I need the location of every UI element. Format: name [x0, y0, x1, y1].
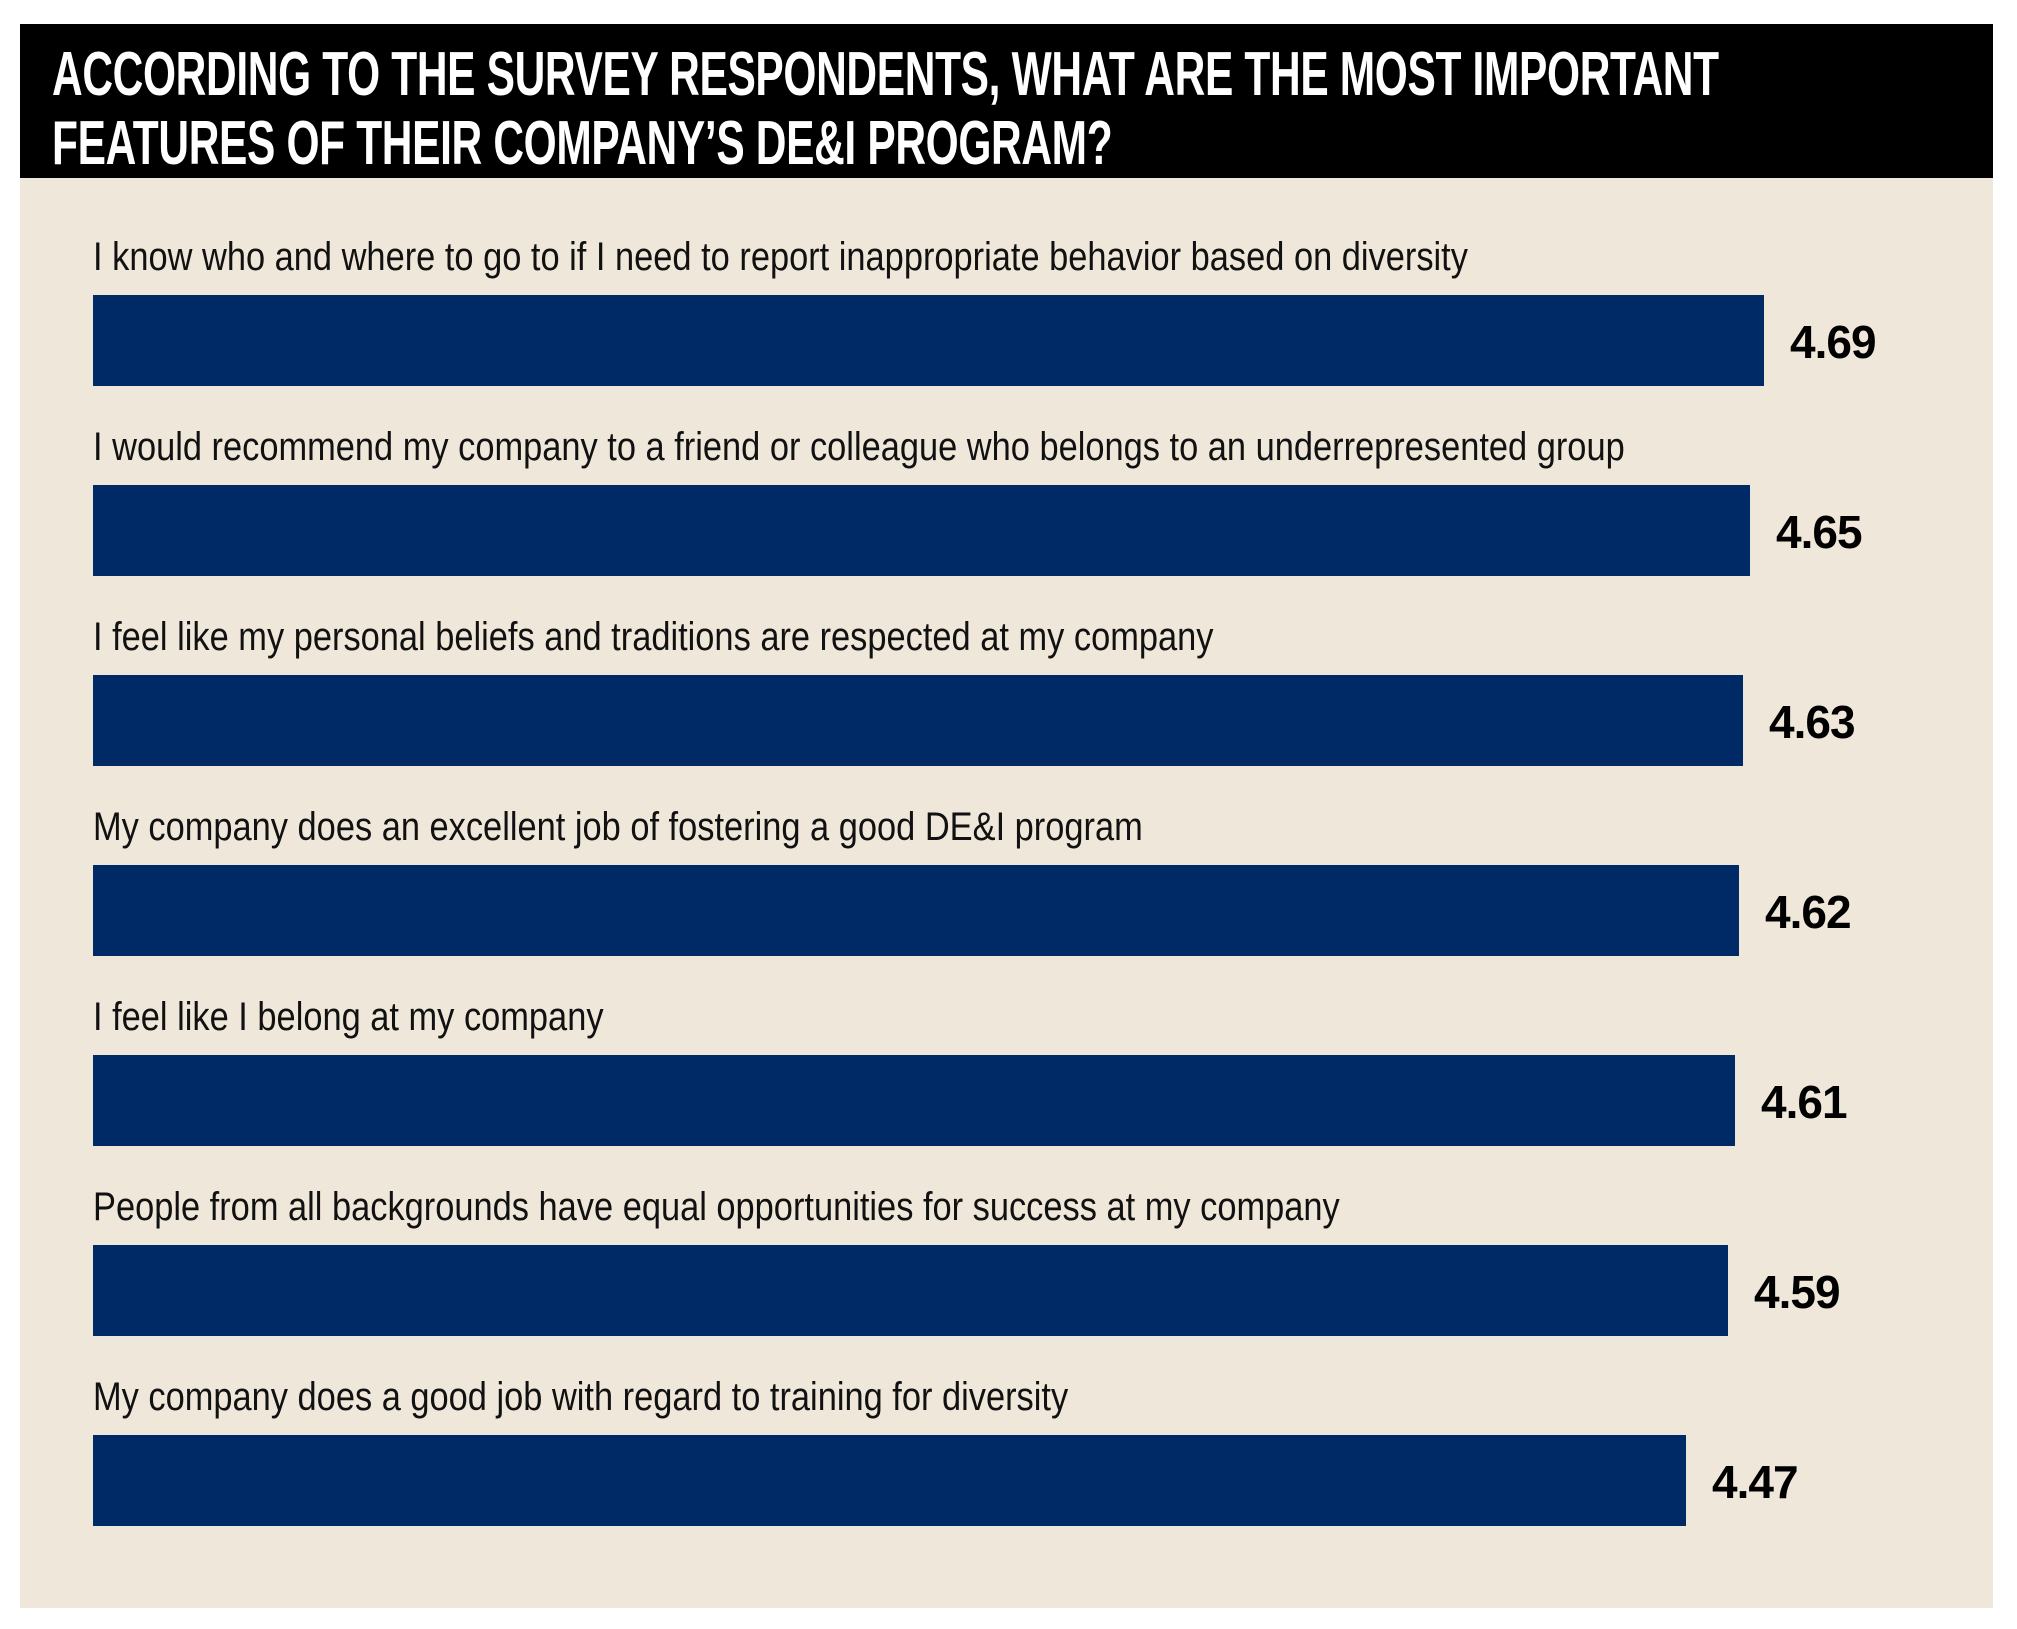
- chart-title-banner: ACCORDING TO THE SURVEY RESPONDENTS, WHA…: [20, 24, 1993, 178]
- category-label: I feel like I belong at my company: [93, 995, 604, 1039]
- bar: [93, 485, 1750, 576]
- category-label: My company does an excellent job of fost…: [93, 805, 1143, 849]
- value-label: 4.63: [1769, 696, 1856, 748]
- category-label: I know who and where to go to if I need …: [93, 235, 1468, 279]
- value-label: 4.65: [1776, 506, 1863, 558]
- value-label: 4.62: [1765, 886, 1852, 938]
- category-label: My company does a good job with regard t…: [93, 1375, 1069, 1419]
- bar: [93, 1055, 1735, 1146]
- chart-title-line-2: FEATURES OF THEIR COMPANY’S DE&I PROGRAM…: [52, 109, 1113, 178]
- category-label: I would recommend my company to a friend…: [93, 425, 1625, 469]
- value-label: 4.47: [1712, 1456, 1799, 1508]
- category-label: People from all backgrounds have equal o…: [93, 1185, 1340, 1229]
- value-label: 4.59: [1754, 1266, 1841, 1318]
- category-label: I feel like my personal beliefs and trad…: [93, 615, 1214, 659]
- bar: [93, 1435, 1686, 1526]
- bar: [93, 675, 1743, 766]
- chart-panel: ACCORDING TO THE SURVEY RESPONDENTS, WHA…: [20, 24, 1993, 1608]
- bar: [93, 1245, 1728, 1336]
- value-label: 4.69: [1790, 316, 1877, 368]
- chart-title-line-1: ACCORDING TO THE SURVEY RESPONDENTS, WHA…: [52, 40, 1719, 109]
- bar: [93, 865, 1739, 956]
- value-label: 4.61: [1761, 1076, 1848, 1128]
- bar-chart: I know who and where to go to if I need …: [20, 24, 1993, 1608]
- bar: [93, 295, 1764, 386]
